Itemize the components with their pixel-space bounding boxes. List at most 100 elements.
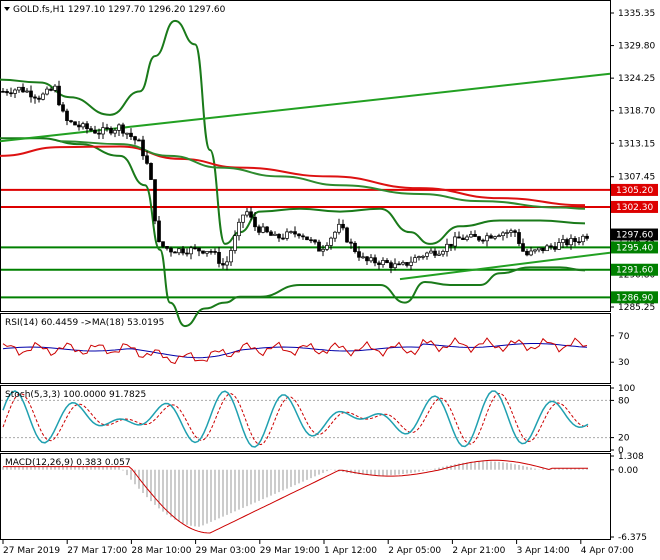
candle-body xyxy=(73,121,77,126)
candle-body xyxy=(569,238,573,246)
price-tick-label: 1285.25 xyxy=(618,303,655,313)
candle-body xyxy=(317,241,321,252)
price-tick-label: 1313.15 xyxy=(618,139,655,149)
current-price-label: 1297.60 xyxy=(616,231,653,241)
time-tick-label: 27 Mar 17:00 xyxy=(67,546,127,556)
candle-body xyxy=(457,236,461,239)
candle-body xyxy=(421,255,425,258)
candle-body xyxy=(373,257,377,264)
candle-body xyxy=(353,242,357,252)
price-axis: 1335.35 1329.80 1324.25 1318.70 1313.15 1307.… xyxy=(610,9,658,313)
candle-body xyxy=(581,235,585,243)
bollinger-bands xyxy=(0,19,586,328)
candle-body xyxy=(505,232,509,234)
candle-body xyxy=(369,257,373,262)
macd-panel[interactable] xyxy=(2,459,588,534)
candle-body xyxy=(89,128,93,131)
price-tick-label: 1329.80 xyxy=(618,42,655,52)
level-price-tag xyxy=(611,200,658,213)
panel-frames xyxy=(0,0,611,540)
candle-body xyxy=(161,241,165,247)
candle-body xyxy=(77,124,81,128)
candle-body xyxy=(345,227,349,243)
candle-body xyxy=(553,246,557,250)
candle-body xyxy=(41,93,45,100)
candle-body xyxy=(577,241,581,244)
macd-signal-line xyxy=(3,459,588,534)
candle-body xyxy=(261,226,265,233)
candle-body xyxy=(493,236,497,239)
candle-body xyxy=(125,132,129,135)
candle-body xyxy=(249,211,253,218)
time-tick-label: 27 Mar 2019 xyxy=(3,546,60,556)
candle-body xyxy=(133,136,137,141)
time-tick-label: 2 Apr 05:00 xyxy=(388,546,441,556)
candle-body xyxy=(101,127,105,135)
candle-body xyxy=(273,233,277,236)
candle-body xyxy=(389,262,393,269)
candle-body xyxy=(541,247,545,252)
candle-body xyxy=(45,88,49,95)
time-axis: 27 Mar 2019 27 Mar 17:00 28 Mar 10:00 29 Ma… xyxy=(2,540,634,556)
stoch-title: Stoch(5,3,3) 100.0000 91.7825 xyxy=(5,390,146,400)
time-tick-label: 28 Mar 10:00 xyxy=(131,546,191,556)
candle-body xyxy=(337,223,341,233)
macd-tick-label: -6.375 xyxy=(618,533,647,543)
ma-green-line xyxy=(59,140,586,210)
stoch-tick-label: 100 xyxy=(618,384,635,394)
candle-body xyxy=(137,139,141,142)
rsi-axis: 70 30 xyxy=(610,332,630,368)
level-price-label: 1286.90 xyxy=(616,293,653,303)
candle-body xyxy=(501,232,505,237)
stoch-panel[interactable] xyxy=(1,390,610,448)
candle-body xyxy=(229,250,233,263)
candle-body xyxy=(53,85,57,91)
candle-body xyxy=(325,245,329,250)
stoch-tick-label: 0 xyxy=(618,446,624,456)
candle-body xyxy=(205,251,209,254)
candle-body xyxy=(381,260,385,265)
candle-body xyxy=(141,139,145,157)
price-tick-label: 1324.25 xyxy=(618,74,655,84)
candle-body xyxy=(329,237,333,246)
candle-body xyxy=(461,237,465,240)
candle-body xyxy=(509,230,513,233)
candle-body xyxy=(397,263,401,266)
rsi-panel[interactable] xyxy=(2,337,588,365)
candle-body xyxy=(529,250,533,256)
candle-body xyxy=(201,250,205,254)
candle-body xyxy=(165,246,169,249)
price-panel[interactable] xyxy=(0,19,611,328)
stoch-axis: 100 80 20 0 xyxy=(610,384,635,456)
bollinger-upper xyxy=(0,19,586,245)
candle-body xyxy=(121,124,125,134)
candle-body xyxy=(117,124,121,131)
candle-body xyxy=(293,231,297,235)
candle-body xyxy=(241,214,245,223)
candle-body xyxy=(37,97,41,100)
candle-body xyxy=(357,251,361,258)
candle-body xyxy=(185,252,189,255)
candle-body xyxy=(265,226,269,233)
candle-body xyxy=(409,261,413,266)
candle-body xyxy=(145,155,149,164)
macd-tick-label: 1.308 xyxy=(618,452,644,462)
candle-body xyxy=(149,163,153,180)
candle-body xyxy=(105,127,109,130)
candle-body xyxy=(81,123,85,128)
candle-body xyxy=(217,251,221,264)
dropdown-arrow-icon[interactable] xyxy=(4,7,10,11)
candle-body xyxy=(377,262,381,265)
macd-axis: 1.308 0.00 -6.375 xyxy=(610,452,647,543)
stoch-tick-label: 80 xyxy=(618,396,630,406)
candle-body xyxy=(521,243,525,252)
level-price-tag xyxy=(611,263,658,276)
time-tick-label: 2 Apr 21:00 xyxy=(452,546,505,556)
candle-body xyxy=(1,90,5,93)
candle-body xyxy=(237,221,241,237)
candle-body xyxy=(301,235,305,238)
time-tick-label: 29 Mar 03:00 xyxy=(196,546,256,556)
candle-body xyxy=(21,86,25,93)
time-tick-label: 4 Apr 07:00 xyxy=(581,546,634,556)
